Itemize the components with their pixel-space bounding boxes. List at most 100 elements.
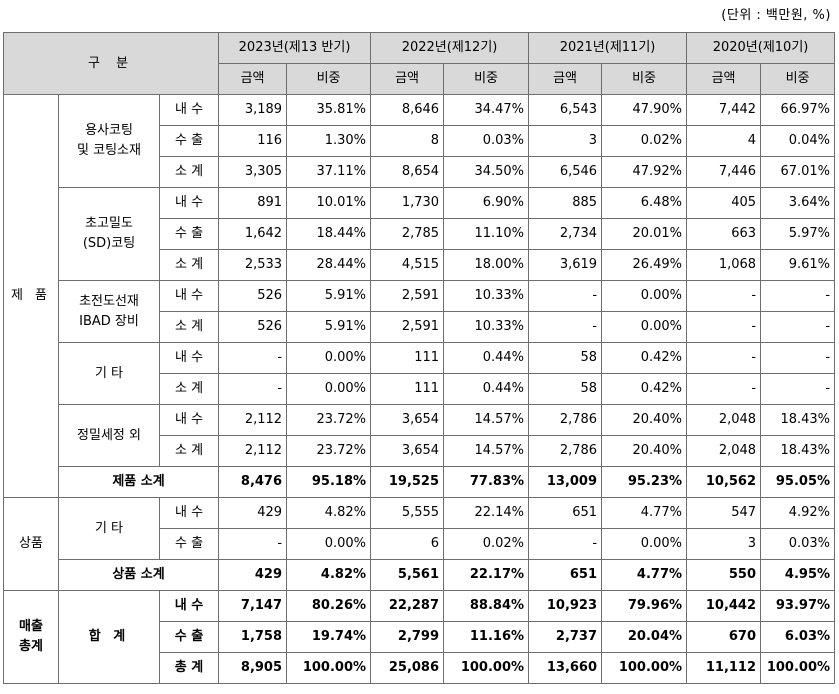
amount-cell: 13,660 bbox=[528, 652, 603, 684]
ratio-cell: 5.97% bbox=[760, 218, 836, 250]
ratio-cell: 0.00% bbox=[286, 373, 372, 405]
amount-cell: - bbox=[686, 373, 762, 405]
group-label: 기 타 bbox=[58, 497, 160, 560]
ratio-cell: 37.11% bbox=[286, 156, 372, 188]
section-sales-total-label: 매출 총계 bbox=[3, 590, 59, 684]
amount-cell: 2,799 bbox=[370, 621, 445, 653]
ratio-cell: 26.49% bbox=[601, 249, 688, 281]
header-year: 2021년(제11기) bbox=[528, 32, 688, 64]
ratio-cell: 18.44% bbox=[286, 218, 372, 250]
row-type-label: 소 계 bbox=[158, 435, 220, 467]
ratio-cell: 6.03% bbox=[760, 621, 836, 653]
row-type-label: 수 출 bbox=[158, 218, 220, 250]
ratio-cell: 0.42% bbox=[601, 342, 688, 374]
amount-cell: 5,561 bbox=[370, 559, 445, 591]
ratio-cell: 18.43% bbox=[760, 404, 836, 436]
amount-cell: 670 bbox=[686, 621, 762, 653]
ratio-cell: 0.44% bbox=[443, 342, 530, 374]
table-row: 제품 소계 8,476 95.18% 19,525 77.83% 13,009 95.23%… bbox=[4, 466, 836, 498]
amount-cell: - bbox=[218, 342, 288, 374]
row-type-label: 수 출 bbox=[158, 528, 220, 560]
ratio-cell: 79.96% bbox=[601, 590, 688, 622]
group-label: 용사코팅 및 코팅소재 bbox=[58, 94, 160, 188]
amount-cell: 2,048 bbox=[686, 404, 762, 436]
ratio-cell: 0.00% bbox=[601, 311, 688, 343]
row-type-label: 소 계 bbox=[158, 156, 220, 188]
group-label: 정밀세정 외 bbox=[58, 404, 160, 467]
amount-cell: 1,758 bbox=[218, 621, 288, 653]
amount-cell: - bbox=[218, 373, 288, 405]
ratio-cell: 77.83% bbox=[443, 466, 530, 498]
amount-cell: 2,786 bbox=[528, 404, 603, 436]
ratio-cell: 47.92% bbox=[601, 156, 688, 188]
table-row: 초고밀도 (SD)코팅 내 수 891 10.01% 1,730 6.90% 885 6.48%… bbox=[4, 187, 836, 281]
table-row: 수 출 116 1.30% 8 0.03% 3 0.02% 4 0.04% bbox=[4, 125, 836, 157]
row-type-label: 수 출 bbox=[158, 125, 220, 157]
amount-cell: 3,654 bbox=[370, 404, 445, 436]
ratio-cell: 47.90% bbox=[601, 94, 688, 126]
amount-cell: 1,730 bbox=[370, 187, 445, 219]
amount-cell: 550 bbox=[686, 559, 762, 591]
header-amount: 금액 bbox=[528, 63, 603, 95]
amount-cell: 2,591 bbox=[370, 311, 445, 343]
amount-cell: 22,287 bbox=[370, 590, 445, 622]
amount-cell: 651 bbox=[528, 497, 603, 529]
ratio-cell: 22.14% bbox=[443, 497, 530, 529]
ratio-cell: 4.77% bbox=[601, 559, 688, 591]
amount-cell: 429 bbox=[218, 559, 288, 591]
amount-cell: 4 bbox=[686, 125, 762, 157]
ratio-cell: 19.74% bbox=[286, 621, 372, 653]
ratio-cell: 14.57% bbox=[443, 404, 530, 436]
amount-cell: 663 bbox=[686, 218, 762, 250]
amount-cell: 11,112 bbox=[686, 652, 762, 684]
ratio-cell: 5.91% bbox=[286, 280, 372, 312]
ratio-cell: 66.97% bbox=[760, 94, 836, 126]
amount-cell: 19,525 bbox=[370, 466, 445, 498]
amount-cell: 5,555 bbox=[370, 497, 445, 529]
row-type-label: 내 수 bbox=[158, 590, 220, 622]
ratio-cell: 20.01% bbox=[601, 218, 688, 250]
ratio-cell: 100.00% bbox=[760, 652, 836, 684]
group-label: 기 타 bbox=[58, 342, 160, 405]
amount-cell: 13,009 bbox=[528, 466, 603, 498]
amount-cell: 8,654 bbox=[370, 156, 445, 188]
amount-cell: 526 bbox=[218, 280, 288, 312]
ratio-cell: 100.00% bbox=[286, 652, 372, 684]
ratio-cell: 34.47% bbox=[443, 94, 530, 126]
ratio-cell: 22.17% bbox=[443, 559, 530, 591]
amount-cell: 7,147 bbox=[218, 590, 288, 622]
amount-cell: 58 bbox=[528, 342, 603, 374]
ratio-cell: 95.23% bbox=[601, 466, 688, 498]
ratio-cell: 0.03% bbox=[760, 528, 836, 560]
ratio-cell: 0.04% bbox=[760, 125, 836, 157]
amount-cell: 6 bbox=[370, 528, 445, 560]
ratio-cell: 3.64% bbox=[760, 187, 836, 219]
ratio-cell: 20.04% bbox=[601, 621, 688, 653]
amount-cell: 4,515 bbox=[370, 249, 445, 281]
ratio-cell: 34.50% bbox=[443, 156, 530, 188]
amount-cell: 6,546 bbox=[528, 156, 603, 188]
ratio-cell: 0.03% bbox=[443, 125, 530, 157]
table-row: 소 계 3,305 37.11% 8,654 34.50% 6,546 47.92% 7,44… bbox=[4, 156, 836, 188]
ratio-cell: 6.90% bbox=[443, 187, 530, 219]
row-type-label: 소 계 bbox=[158, 249, 220, 281]
header-amount: 금액 bbox=[370, 63, 445, 95]
ratio-cell: 6.48% bbox=[601, 187, 688, 219]
amount-cell: 1,068 bbox=[686, 249, 762, 281]
amount-cell: 7,442 bbox=[686, 94, 762, 126]
section-goods-label: 상품 bbox=[3, 497, 59, 591]
ratio-cell: 10.01% bbox=[286, 187, 372, 219]
amount-cell: 1,642 bbox=[218, 218, 288, 250]
amount-cell: 3 bbox=[528, 125, 603, 157]
amount-cell: - bbox=[218, 528, 288, 560]
goods-subtotal-label: 상품 소계 bbox=[57, 559, 220, 591]
ratio-cell: 10.33% bbox=[443, 311, 530, 343]
ratio-cell: 18.43% bbox=[760, 435, 836, 467]
table-row: 소 계 -0.00% 111 0.44% 58 0.42% - - bbox=[4, 373, 836, 405]
amount-cell: 2,048 bbox=[686, 435, 762, 467]
ratio-cell: 0.00% bbox=[286, 342, 372, 374]
ratio-cell: 0.00% bbox=[286, 528, 372, 560]
row-type-label: 내 수 bbox=[158, 94, 220, 126]
ratio-cell: 20.40% bbox=[601, 435, 688, 467]
